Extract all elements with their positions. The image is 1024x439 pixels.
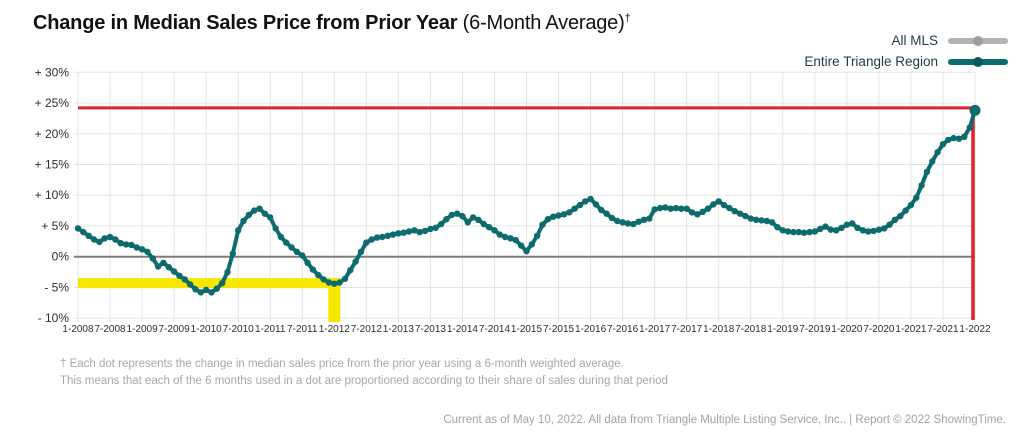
svg-text:- 5%: - 5%: [44, 280, 69, 294]
svg-text:+ 5%: + 5%: [41, 219, 69, 233]
svg-text:+ 10%: + 10%: [35, 188, 70, 202]
svg-text:7-2019: 7-2019: [799, 324, 831, 335]
svg-text:1-2010: 1-2010: [191, 324, 223, 335]
source-attribution: Current as of May 10, 2022. All data fro…: [443, 414, 1006, 426]
svg-text:+ 15%: + 15%: [35, 157, 70, 171]
svg-text:7-2020: 7-2020: [863, 324, 895, 335]
svg-text:+ 25%: + 25%: [35, 96, 70, 110]
svg-text:7-2015: 7-2015: [543, 324, 575, 335]
svg-text:+ 30%: + 30%: [35, 65, 70, 79]
legend-item-all-mls: All MLS: [804, 30, 1008, 51]
chart-footnote: † Each dot represents the change in medi…: [60, 356, 668, 390]
svg-text:7-2013: 7-2013: [415, 324, 447, 335]
svg-text:1-2017: 1-2017: [639, 324, 671, 335]
svg-text:1-2019: 1-2019: [767, 324, 799, 335]
svg-text:1-2018: 1-2018: [703, 324, 735, 335]
page-title-qualifier: (6-Month Average)†: [457, 12, 631, 34]
chart-footnote-line1: † Each dot represents the change in medi…: [60, 358, 624, 370]
svg-text:1-2022: 1-2022: [959, 324, 991, 335]
svg-text:1-2021: 1-2021: [895, 324, 927, 335]
svg-text:7-2017: 7-2017: [671, 324, 703, 335]
legend-item-entire-triangle-region: Entire Triangle Region: [804, 51, 1008, 72]
svg-text:7-2018: 7-2018: [735, 324, 767, 335]
price-change-chart: 1-2008 7-2008 1-2009 7-2009 1-2010 7-2010 1-20…: [35, 65, 991, 335]
svg-text:7-2009: 7-2009: [159, 324, 191, 335]
svg-text:7-2016: 7-2016: [607, 324, 639, 335]
svg-text:- 10%: - 10%: [38, 311, 70, 325]
legend-label-entire-triangle-region: Entire Triangle Region: [804, 54, 938, 69]
svg-text:1-2008: 1-2008: [62, 324, 94, 335]
svg-text:7-2011: 7-2011: [287, 324, 318, 335]
svg-text:0%: 0%: [52, 250, 70, 264]
page-title-main: Change in Median Sales Price from Prior …: [33, 12, 458, 34]
chart-legend: All MLS Entire Triangle Region: [804, 30, 1008, 72]
svg-text:7-2021: 7-2021: [927, 324, 959, 335]
line-dot-glyph-gray: [948, 35, 1008, 47]
svg-text:+ 20%: + 20%: [35, 127, 70, 141]
svg-text:1-2014: 1-2014: [447, 324, 479, 335]
svg-text:1-2013: 1-2013: [383, 324, 415, 335]
svg-text:7-2012: 7-2012: [351, 324, 383, 335]
svg-text:7-2010: 7-2010: [223, 324, 255, 335]
svg-text:1-2020: 1-2020: [831, 324, 863, 335]
svg-text:1-2015: 1-2015: [511, 324, 543, 335]
legend-label-all-mls: All MLS: [891, 33, 938, 48]
footnote-marker-icon: †: [624, 12, 631, 25]
svg-text:1-2009: 1-2009: [127, 324, 159, 335]
page-title: Change in Median Sales Price from Prior …: [33, 12, 631, 35]
svg-text:7-2014: 7-2014: [479, 324, 511, 335]
page-title-qualifier-text: (6-Month Average): [457, 12, 625, 34]
svg-text:1-2011: 1-2011: [255, 324, 286, 335]
svg-text:1-2012: 1-2012: [319, 324, 351, 335]
chart-footnote-line2: This means that each of the 6 months use…: [60, 375, 668, 387]
svg-text:1-2016: 1-2016: [575, 324, 607, 335]
line-dot-glyph-teal: [948, 56, 1008, 68]
svg-text:7-2008: 7-2008: [94, 324, 126, 335]
